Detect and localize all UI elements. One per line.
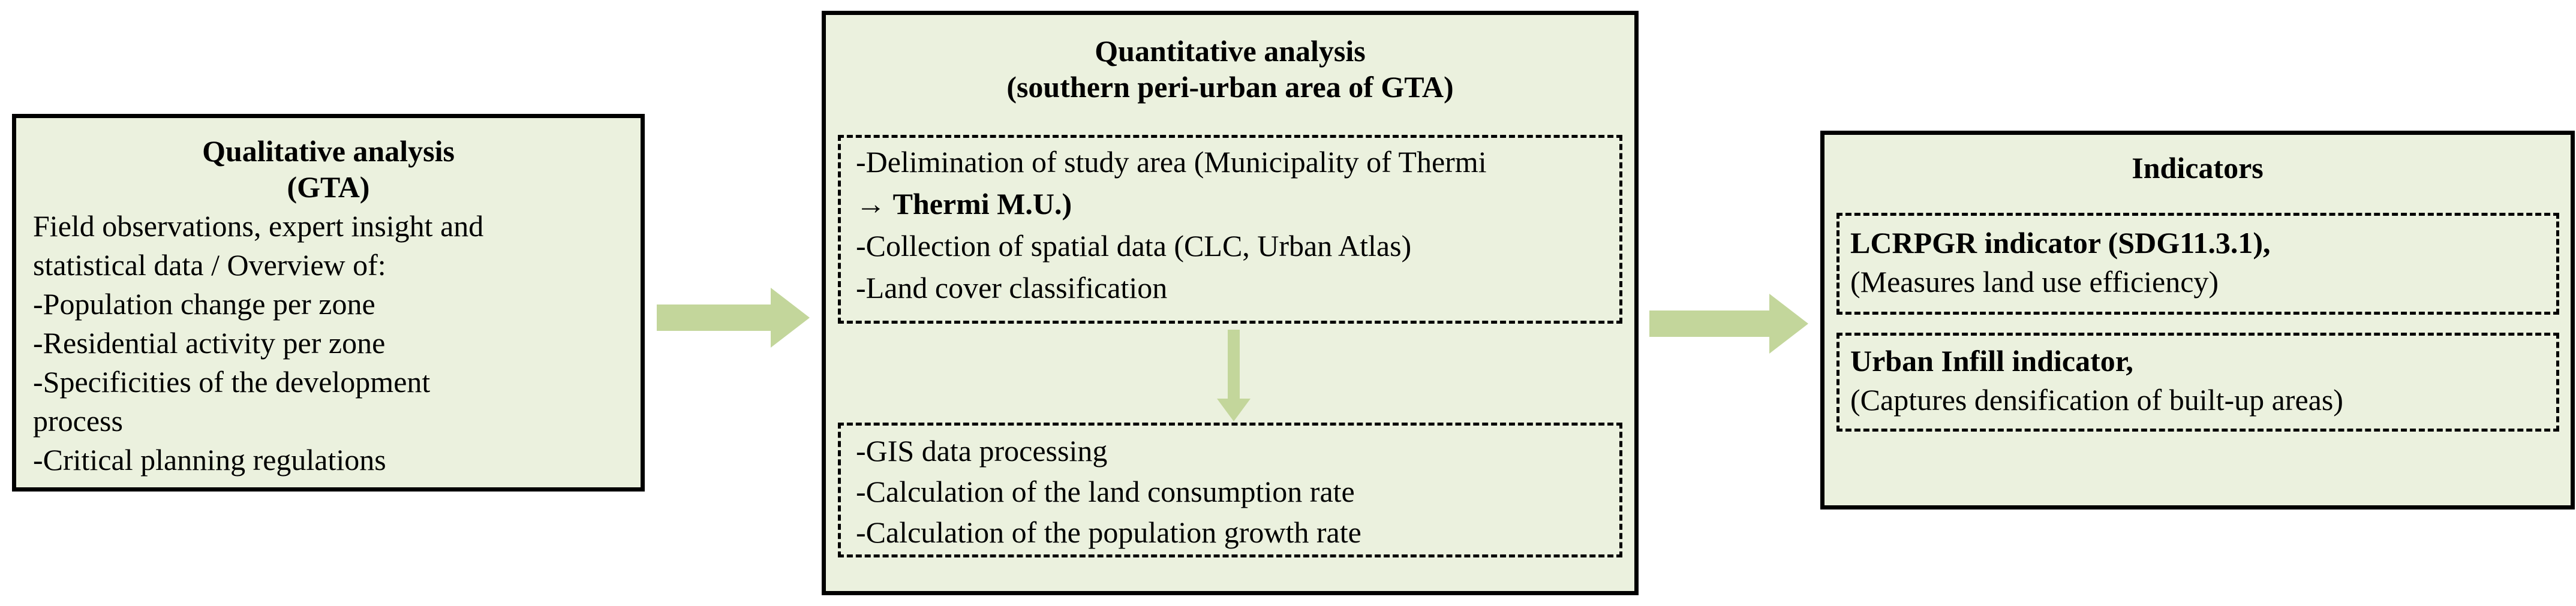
indicator-urban-infill-name: Urban Infill indicator,	[1850, 344, 2133, 378]
quantitative-subtitle: (southern peri-urban area of GTA)	[1006, 70, 1454, 104]
qualitative-line-3: -Population change per zone	[33, 287, 375, 321]
quantitative-top-line-3: -Collection of spatial data (CLC, Urban …	[856, 229, 1412, 263]
quantitative-bottom-line-1: -GIS data processing	[856, 434, 1108, 468]
indicators-box: Indicators LCRPGR indicator (SDG11.3.1),…	[1820, 131, 2575, 509]
indicator-lcrpgr-desc: (Measures land use efficiency)	[1850, 265, 2219, 299]
qualitative-line-4: -Residential activity per zone	[33, 326, 386, 360]
indicator-lcrpgr: LCRPGR indicator (SDG11.3.1), (Measures …	[1836, 213, 2559, 315]
qualitative-subtitle: (GTA)	[287, 170, 370, 204]
quantitative-analysis-box: Quantitative analysis (southern peri-urb…	[822, 11, 1639, 595]
arrow-top-to-bottom-group	[1217, 330, 1251, 421]
quantitative-bottom-line-2: -Calculation of the land consumption rat…	[856, 475, 1355, 508]
qualitative-title: Qualitative analysis	[202, 134, 455, 168]
quantitative-top-line-2: → Thermi M.U.)	[856, 187, 1072, 221]
arrow-quantitative-to-indicators	[1649, 294, 1808, 354]
qualitative-line-5: -Specificities of the development	[33, 365, 431, 399]
qualitative-line-6: process	[33, 404, 123, 438]
indicator-urban-infill: Urban Infill indicator, (Captures densif…	[1836, 333, 2559, 432]
indicator-urban-infill-desc: (Captures densification of built-up area…	[1850, 383, 2343, 417]
quantitative-top-line-1: -Delimination of study area (Municipalit…	[856, 145, 1487, 179]
arrow-qualitative-to-quantitative	[657, 288, 810, 348]
qualitative-line-7: -Critical planning regulations	[33, 443, 386, 477]
indicators-title: Indicators	[2132, 151, 2264, 185]
indicator-lcrpgr-name: LCRPGR indicator (SDG11.3.1),	[1850, 226, 2271, 260]
qualitative-line-1: Field observations, expert insight and	[33, 209, 484, 243]
quantitative-bottom-group: -GIS data processing -Calculation of the…	[838, 423, 1622, 557]
qualitative-analysis-box: Qualitative analysis (GTA) Field observa…	[12, 114, 645, 492]
quantitative-bottom-line-3: -Calculation of the population growth ra…	[856, 515, 1361, 549]
qualitative-line-2: statistical data / Overview of:	[33, 248, 386, 282]
quantitative-title: Quantitative analysis	[1095, 34, 1366, 68]
quantitative-top-line-4: -Land cover classification	[856, 271, 1168, 304]
quantitative-top-group: -Delimination of study area (Municipalit…	[838, 135, 1622, 324]
